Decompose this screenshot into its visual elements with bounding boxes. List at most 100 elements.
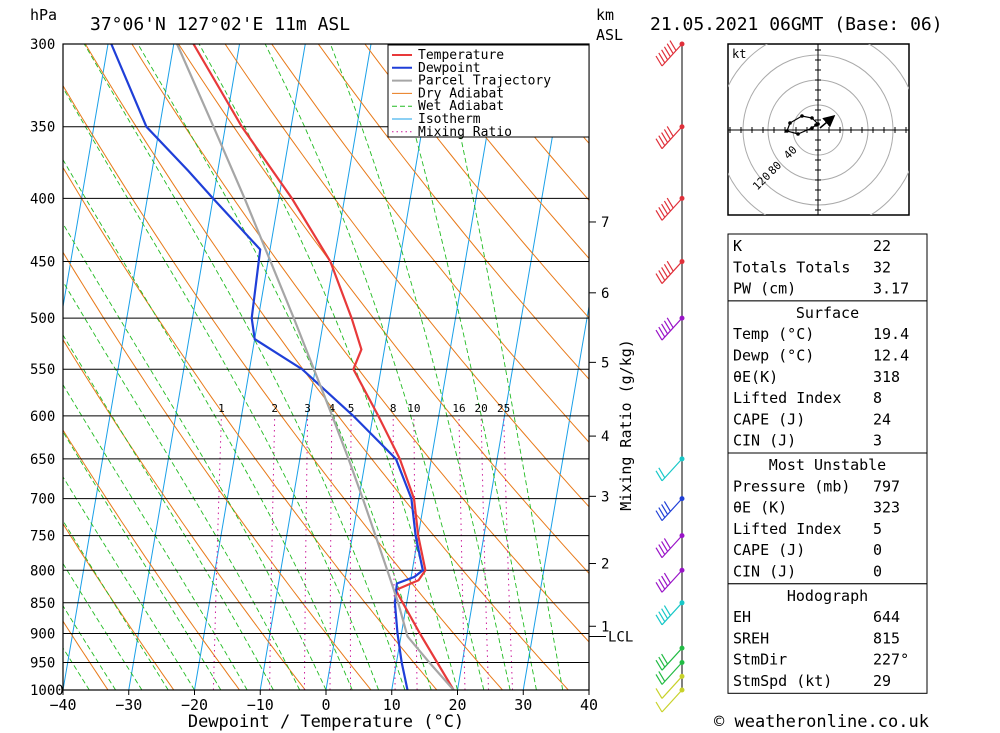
wind-barb-flag — [658, 135, 666, 146]
table-row-value: 24 — [873, 410, 891, 428]
wind-barb-flag — [663, 129, 671, 140]
station-location: 37°06'N 127°02'E 11m ASL — [90, 14, 350, 35]
x-tick-label: 30 — [514, 696, 532, 714]
wet-adiabat-line — [63, 519, 169, 690]
legend-label: Parcel Trajectory — [418, 74, 551, 89]
table-row-value: 0 — [873, 563, 882, 581]
table-row-label: StmDir — [733, 651, 787, 669]
hodograph-point — [785, 129, 789, 133]
mixing-ratio-label: 2 — [271, 402, 278, 415]
wind-barb-flag — [655, 55, 663, 67]
wind-barb-flag — [658, 270, 666, 281]
wind-barb-flag — [663, 264, 671, 275]
wind-barb-flag — [658, 507, 666, 518]
mixing-ratio-label: 16 — [452, 402, 465, 415]
isotherm-line — [391, 44, 504, 690]
table-row-label: θE(K) — [733, 368, 778, 386]
wind-barb-flag — [663, 572, 671, 584]
wind-barb-flag — [661, 323, 669, 335]
temperature-line — [192, 44, 455, 690]
wind-barb-flag — [661, 608, 669, 619]
wind-barb-flag — [655, 210, 663, 221]
wind-barb-flag — [663, 501, 671, 512]
wind-barb-flag — [658, 467, 666, 479]
legend-label: Dewpoint — [418, 61, 481, 76]
wind-barb-flag — [669, 40, 677, 51]
wind-barb-shaft — [661, 689, 683, 713]
dewpoint-line — [110, 44, 425, 690]
hodograph-point — [788, 121, 792, 125]
table-row-value: 19.4 — [873, 325, 909, 343]
wind-barb-flag — [658, 544, 666, 555]
sounding-profiles — [110, 44, 455, 690]
hodograph-point — [810, 116, 814, 120]
wind-barb-shaft — [661, 569, 683, 593]
table-row-label: PW (cm) — [733, 280, 796, 298]
table-row-value: 0 — [873, 541, 882, 559]
x-axis-title: Dewpoint / Temperature (°C) — [188, 712, 464, 732]
height-tick-label: 4 — [601, 429, 609, 445]
hodograph-point — [796, 132, 800, 136]
legend-label: Mixing Ratio — [418, 125, 512, 140]
surface-title: Surface — [796, 304, 859, 322]
wind-barb-shaft — [661, 261, 683, 284]
wind-barb-flag — [658, 611, 666, 623]
pressure-tick-label: 800 — [30, 563, 55, 579]
wind-barb-flag — [658, 326, 666, 338]
pressure-unit-label: hPa — [30, 6, 57, 24]
height-tick-label: 2 — [601, 557, 609, 573]
wind-barb-flag — [661, 49, 669, 61]
pressure-tick-label: 700 — [30, 492, 55, 508]
wind-barb-shaft — [661, 126, 683, 150]
wind-barb-flag — [661, 575, 669, 587]
table-row-label: θE (K) — [733, 499, 787, 517]
mixing-ratio-line — [503, 415, 513, 690]
table-row-value: 318 — [873, 368, 900, 386]
wind-barb-flag — [661, 653, 669, 665]
surface-box — [727, 300, 928, 454]
wind-barb-flag — [655, 470, 663, 482]
credit-footer: © weatheronline.co.uk — [714, 712, 929, 732]
wind-barb-flag — [658, 52, 666, 64]
most-unstable-box — [727, 452, 928, 585]
hodograph-stats-title: Hodograph — [787, 587, 868, 605]
isotherm-line — [259, 44, 372, 690]
table-row-label: Lifted Index — [733, 520, 841, 538]
pressure-tick-label: 950 — [30, 655, 55, 671]
table-row-label: Temp (°C) — [733, 325, 814, 343]
wet-adiabat-line — [63, 562, 143, 690]
table-row-value: 32 — [873, 258, 891, 276]
wind-barb-shaft — [661, 43, 683, 67]
mixing-ratio-label: 25 — [497, 402, 510, 415]
wind-barb-shaft — [661, 498, 683, 522]
x-tick-label: −10 — [247, 696, 274, 714]
height-tick-label: 5 — [601, 355, 609, 371]
wind-barb-flag — [663, 538, 671, 549]
wind-barb-flag — [666, 43, 674, 54]
wind-barb-flag — [661, 541, 669, 552]
pressure-tick-label: 850 — [30, 596, 55, 612]
table-row-value: 8 — [873, 389, 882, 407]
wind-barb-flag — [655, 581, 663, 593]
wind-barb-flag — [666, 197, 674, 209]
mixing-ratio-label: 5 — [348, 402, 355, 415]
table-row-label: Pressure (mb) — [733, 477, 850, 495]
legend-label: Temperature — [418, 48, 504, 63]
wind-barb-flag — [661, 203, 669, 215]
table-row-label: Dewp (°C) — [733, 347, 814, 365]
wind-barb-flag — [663, 200, 671, 212]
height-axis: 1 2 3 4 5 6 7 LCL — [588, 44, 633, 690]
wind-barb-flag — [655, 138, 663, 150]
wind-barb-flag — [658, 671, 666, 682]
isotherm-line — [194, 44, 306, 690]
dry-adiabat-line — [63, 166, 438, 690]
mixing-ratio-line — [303, 415, 309, 690]
wind-barb-flag — [661, 267, 669, 278]
mixing-ratio-line — [329, 415, 333, 690]
pressure-tick-label: 300 — [30, 37, 55, 53]
table-row-label: SREH — [733, 629, 769, 647]
table-row-label: EH — [733, 608, 751, 626]
stability-table: K 22 Totals Totals 32 PW (cm) 3.17 Surface Temp… — [727, 233, 928, 694]
